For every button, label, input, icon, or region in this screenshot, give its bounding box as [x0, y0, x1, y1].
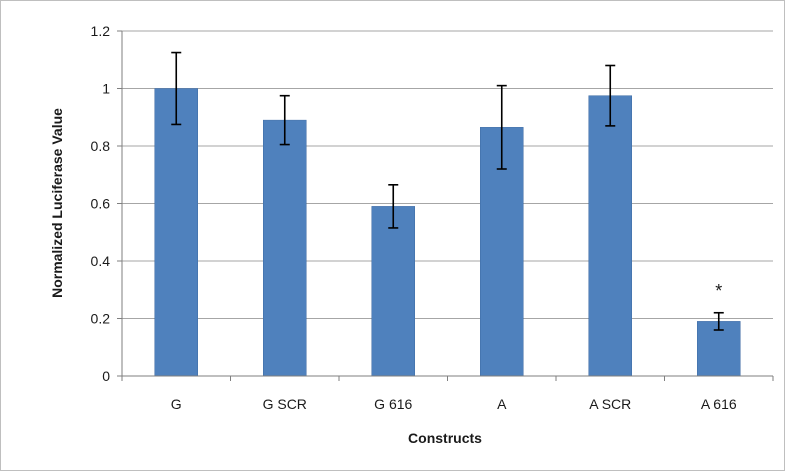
- x-tick-label: G SCR: [263, 396, 307, 412]
- bar: [154, 88, 198, 377]
- y-tick-label: 0.4: [91, 253, 111, 269]
- bars: [154, 88, 741, 377]
- bar: [588, 95, 632, 377]
- y-tick-label: 0.8: [91, 138, 111, 154]
- y-tick-label: 1: [102, 81, 110, 97]
- gridlines: [122, 30, 773, 319]
- x-tick-label: A: [497, 396, 507, 412]
- bar: [263, 119, 307, 377]
- axes: [117, 30, 774, 381]
- bar: [371, 206, 415, 377]
- x-axis-label: Constructs: [408, 430, 482, 446]
- y-tick-labels: 0 0.2 0.4 0.6 0.8 1 1.2: [91, 23, 111, 384]
- y-tick-label: 0.2: [91, 311, 111, 327]
- error-bars: [171, 51, 724, 331]
- x-tick-label: G 616: [374, 396, 412, 412]
- y-axis-label: Normalized Luciferase Value: [49, 108, 65, 298]
- annotations: *: [715, 281, 722, 301]
- significance-annotation: *: [715, 281, 722, 301]
- y-tick-label: 0.6: [91, 196, 111, 212]
- x-tick-labels: G G SCR G 616 A A SCR A 616: [171, 396, 737, 412]
- x-tick-label: G: [171, 396, 182, 412]
- y-tick-label: 1.2: [91, 23, 111, 39]
- x-tick-label: A 616: [701, 396, 737, 412]
- y-tick-label: 0: [102, 368, 110, 384]
- x-tick-label: A SCR: [589, 396, 631, 412]
